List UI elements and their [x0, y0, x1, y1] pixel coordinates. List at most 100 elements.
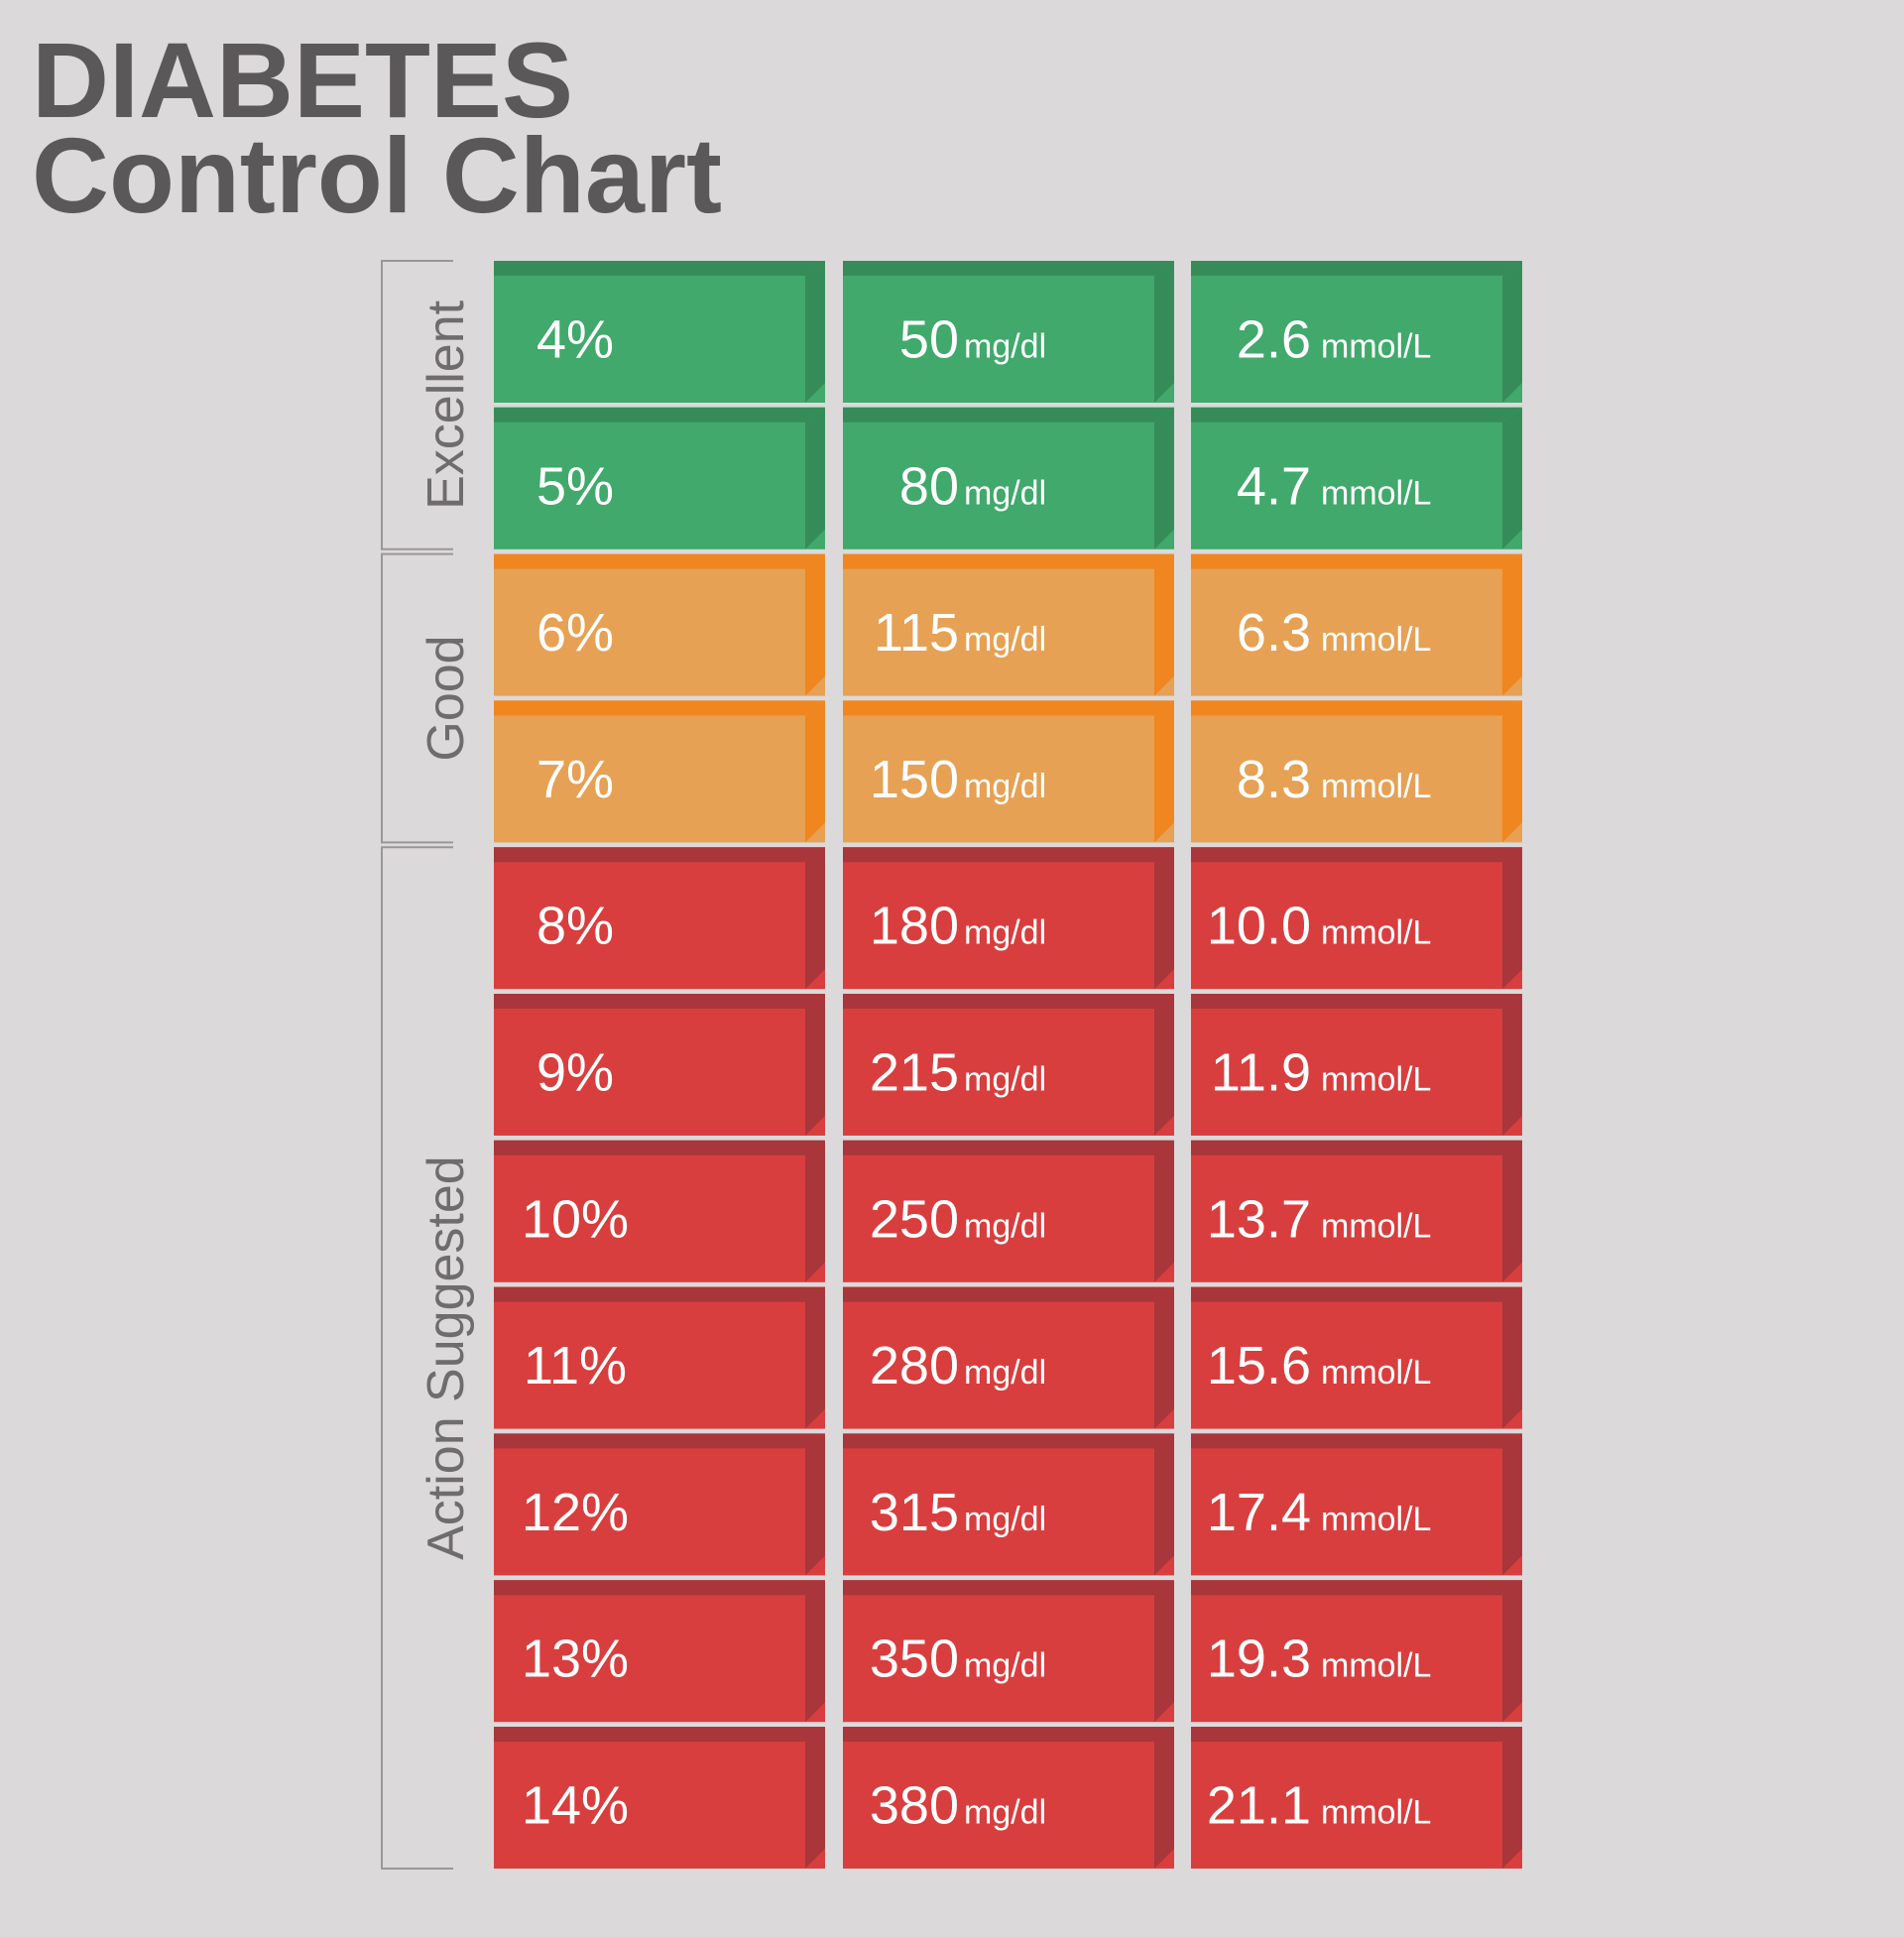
- cell-side: [1154, 1727, 1174, 1869]
- glucose-value: 215: [870, 1043, 959, 1103]
- glucose-unit: mg/dl: [964, 1794, 1046, 1832]
- cell-face: [843, 553, 1174, 696]
- cell-top: [494, 407, 825, 423]
- cell-face: [494, 1580, 825, 1723]
- cell-side: [1154, 1286, 1174, 1429]
- cell-face: [1191, 1286, 1522, 1429]
- cell-side: [1502, 1727, 1522, 1869]
- cell-face: [1191, 261, 1522, 403]
- cell-top: [1191, 1580, 1522, 1596]
- cell-side: [1502, 407, 1522, 549]
- row: 8% 180 mg/dl 10.0 mmol/L: [494, 847, 1522, 990]
- cell-side: [805, 847, 825, 990]
- cell-side: [805, 1727, 825, 1869]
- mmol-unit: mmol/L: [1321, 1354, 1431, 1392]
- cell-top: [843, 994, 1174, 1009]
- cell-face: [494, 1140, 825, 1282]
- glucose-value: 115: [874, 603, 959, 663]
- mmol-value: 19.3: [1207, 1630, 1311, 1689]
- mmol-unit: mmol/L: [1321, 621, 1431, 659]
- cell-side: [805, 553, 825, 696]
- cell-face: [1191, 407, 1522, 549]
- group-label: Excellent: [417, 300, 475, 510]
- cell-top: [843, 261, 1174, 276]
- cell-face: [843, 407, 1174, 549]
- glucose-value: 380: [870, 1776, 959, 1836]
- cell-face: [1191, 553, 1522, 696]
- mmol-value: 11.9: [1211, 1043, 1311, 1103]
- mmol-unit: mmol/L: [1321, 328, 1431, 366]
- glucose-value: 350: [870, 1630, 959, 1689]
- row: 9% 215 mg/dl 11.9 mmol/L: [494, 994, 1522, 1136]
- cell-face: [1191, 1580, 1522, 1723]
- cell-face: [1191, 1140, 1522, 1282]
- cell-side: [1154, 261, 1174, 403]
- cell-side: [1502, 700, 1522, 843]
- glucose-value: 280: [870, 1336, 959, 1395]
- cell-top: [1191, 700, 1522, 716]
- row: 14% 380 mg/dl 21.1 mmol/L: [494, 1727, 1522, 1869]
- mmol-value: 15.6: [1207, 1336, 1311, 1395]
- mmol-unit: mmol/L: [1321, 1647, 1431, 1685]
- a1c-value: 6%: [536, 603, 614, 663]
- a1c-value: 8%: [536, 897, 614, 956]
- a1c-value: 5%: [536, 456, 614, 516]
- cell-face: [494, 1433, 825, 1576]
- glucose-unit: mg/dl: [964, 474, 1046, 512]
- group-bracket: [381, 260, 453, 550]
- mmol-value: 10.0: [1207, 897, 1311, 956]
- cell-side: [805, 261, 825, 403]
- cell-side: [805, 1286, 825, 1429]
- glucose-value: 150: [870, 750, 959, 809]
- mmol-unit: mmol/L: [1321, 1207, 1431, 1245]
- row: 13% 350 mg/dl 19.3 mmol/L: [494, 1580, 1522, 1723]
- mmol-unit: mmol/L: [1321, 1061, 1431, 1099]
- glucose-unit: mg/dl: [964, 1647, 1046, 1685]
- title-line-2: Control Chart: [32, 115, 722, 235]
- cell-face: [494, 553, 825, 696]
- cell-face: [843, 261, 1174, 403]
- a1c-value: 14%: [522, 1776, 629, 1836]
- cell-face: [843, 1140, 1174, 1282]
- cell-side: [1502, 994, 1522, 1136]
- cell-top: [843, 1433, 1174, 1449]
- cell-top: [1191, 261, 1522, 276]
- glucose-unit: mg/dl: [964, 1501, 1046, 1538]
- mmol-value: 6.3: [1237, 603, 1311, 663]
- glucose-value: 250: [870, 1189, 959, 1249]
- cell-face: [843, 700, 1174, 843]
- cell-top: [494, 1727, 825, 1742]
- cell-side: [805, 1433, 825, 1576]
- cell-top: [494, 1286, 825, 1302]
- group-bracket: [381, 846, 453, 1870]
- cell-top: [1191, 1727, 1522, 1742]
- glucose-value: 180: [870, 897, 959, 956]
- a1c-value: 13%: [522, 1630, 629, 1689]
- cell-side: [805, 700, 825, 843]
- cell-face: [494, 1286, 825, 1429]
- cell-side: [1502, 1433, 1522, 1576]
- cell-side: [1502, 1286, 1522, 1429]
- glucose-unit: mg/dl: [964, 914, 1046, 952]
- cell-top: [843, 553, 1174, 569]
- mmol-value: 2.6: [1237, 310, 1311, 370]
- glucose-value: 315: [870, 1483, 959, 1542]
- cell-face: [494, 847, 825, 990]
- title-line-1: DIABETES: [32, 20, 573, 140]
- glucose-value: 50: [899, 310, 959, 370]
- mmol-unit: mmol/L: [1321, 768, 1431, 805]
- cell-top: [843, 1580, 1174, 1596]
- cell-top: [1191, 553, 1522, 569]
- cell-side: [805, 994, 825, 1136]
- cell-top: [494, 1433, 825, 1449]
- row: 11% 280 mg/dl 15.6 mmol/L: [494, 1286, 1522, 1429]
- cell-top: [494, 553, 825, 569]
- glucose-unit: mg/dl: [964, 1061, 1046, 1099]
- group-label: Action Suggested: [417, 1155, 475, 1560]
- cell-face: [494, 1727, 825, 1869]
- row: 6% 115 mg/dl 6.3 mmol/L: [494, 553, 1522, 696]
- mmol-value: 8.3: [1237, 750, 1311, 809]
- cell-top: [843, 1140, 1174, 1155]
- mmol-unit: mmol/L: [1321, 1501, 1431, 1538]
